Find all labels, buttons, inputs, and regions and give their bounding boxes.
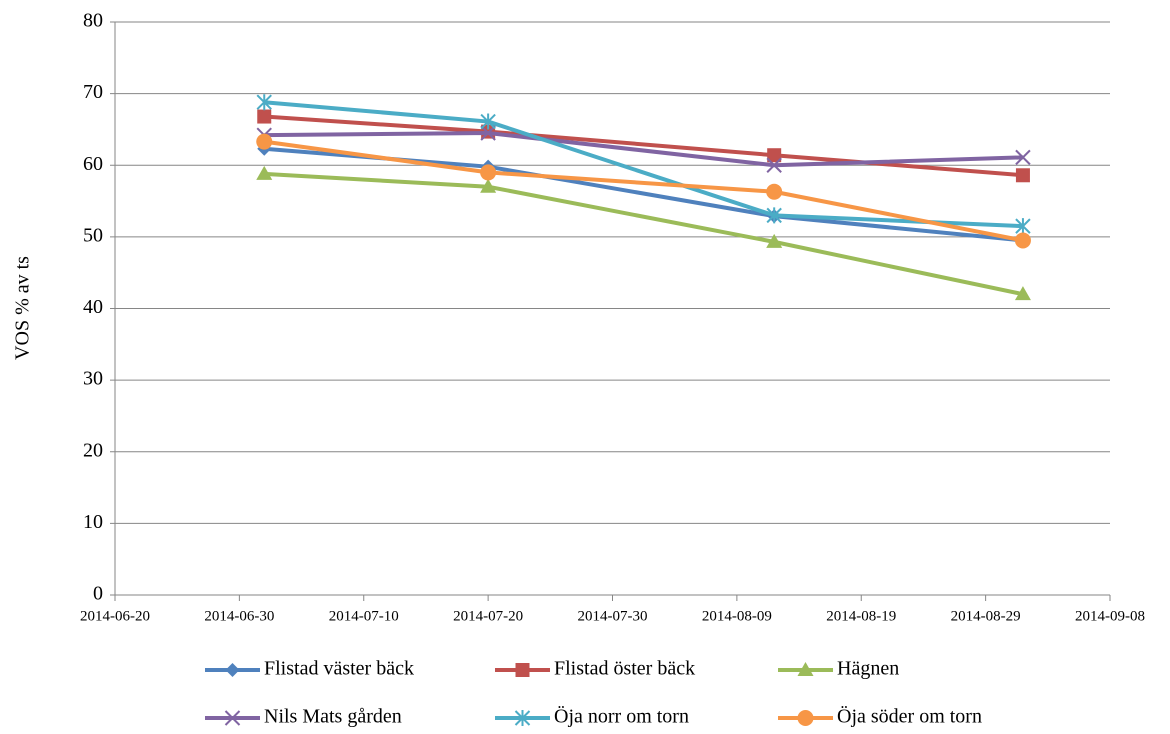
series-line <box>264 131 1024 168</box>
data-point <box>767 148 782 163</box>
data-point <box>1014 232 1031 249</box>
series-line <box>263 139 1024 243</box>
data-point <box>766 157 782 173</box>
marker-shape <box>225 663 240 677</box>
data-point <box>480 113 496 130</box>
data-point <box>256 165 273 180</box>
marker-shape <box>1015 218 1031 235</box>
data-point <box>1015 149 1031 166</box>
marker-shape <box>766 157 782 173</box>
x-tick-label: 2014-08-19 <box>826 608 896 624</box>
data-point <box>256 94 272 111</box>
y-tick-label: 60 <box>83 153 103 175</box>
marker-shape <box>480 164 497 181</box>
x-tick-label: 2014-09-08 <box>1075 608 1145 624</box>
legend-label: Öja norr om torn <box>554 705 689 728</box>
y-tick-label: 20 <box>83 439 103 461</box>
marker-shape <box>480 125 496 141</box>
marker-shape <box>766 207 782 224</box>
series-line <box>264 114 1024 178</box>
legend-marker <box>515 663 530 677</box>
legend-marker <box>797 710 814 726</box>
data-point <box>1014 286 1031 301</box>
data-point <box>480 125 496 141</box>
legend-marker <box>797 662 814 676</box>
y-tick-label: 0 <box>93 583 103 605</box>
data-point <box>766 233 783 248</box>
data-point <box>1015 168 1030 183</box>
legend-marker <box>225 663 240 677</box>
legend-marker <box>514 710 531 726</box>
legend-label: Flistad öster bäck <box>554 658 695 680</box>
data-point <box>256 133 273 150</box>
x-tick-label: 2014-06-20 <box>80 608 150 624</box>
marker-shape <box>256 133 273 150</box>
x-tick-label: 2014-07-10 <box>329 608 399 624</box>
marker-shape <box>1014 286 1031 301</box>
series-line <box>264 100 1024 229</box>
x-tick-label: 2014-07-30 <box>578 608 648 624</box>
legend-marker <box>224 710 241 726</box>
marker-shape <box>256 94 272 111</box>
y-tick-label: 80 <box>83 10 103 32</box>
data-point <box>480 178 497 193</box>
y-tick-label: 30 <box>83 368 103 390</box>
y-axis-label: VOS % av ts <box>12 256 34 360</box>
data-point <box>766 207 782 224</box>
marker-shape <box>514 710 531 726</box>
x-tick-label: 2014-08-09 <box>702 608 772 624</box>
marker-shape <box>256 165 273 180</box>
marker-shape <box>480 113 496 130</box>
x-tick-label: 2014-07-20 <box>453 608 523 624</box>
marker-shape <box>766 183 783 200</box>
data-point <box>257 109 272 124</box>
marker-shape <box>480 178 497 193</box>
marker-shape <box>1015 168 1030 183</box>
legend-label: Nils Mats gården <box>264 706 402 728</box>
marker-shape <box>1014 232 1031 249</box>
marker-shape <box>766 233 783 248</box>
marker-shape <box>224 710 241 726</box>
marker-shape <box>515 663 530 677</box>
marker-shape <box>797 662 814 676</box>
marker-shape <box>797 710 814 726</box>
marker-shape <box>257 109 272 124</box>
data-point <box>766 183 783 200</box>
y-tick-label: 70 <box>83 81 103 103</box>
x-tick-label: 2014-06-30 <box>204 608 274 624</box>
legend-label: Hägnen <box>837 658 899 680</box>
y-tick-label: 50 <box>83 224 103 246</box>
legend-label: Öja söder om torn <box>837 705 982 728</box>
x-tick-label: 2014-08-29 <box>951 608 1021 624</box>
data-point <box>480 164 497 181</box>
marker-shape <box>1015 149 1031 166</box>
legend-label: Flistad väster bäck <box>264 658 414 680</box>
marker-shape <box>767 148 782 163</box>
series-line <box>264 171 1024 297</box>
y-tick-label: 10 <box>83 511 103 533</box>
data-point <box>1015 218 1031 235</box>
y-tick-label: 40 <box>83 296 103 318</box>
